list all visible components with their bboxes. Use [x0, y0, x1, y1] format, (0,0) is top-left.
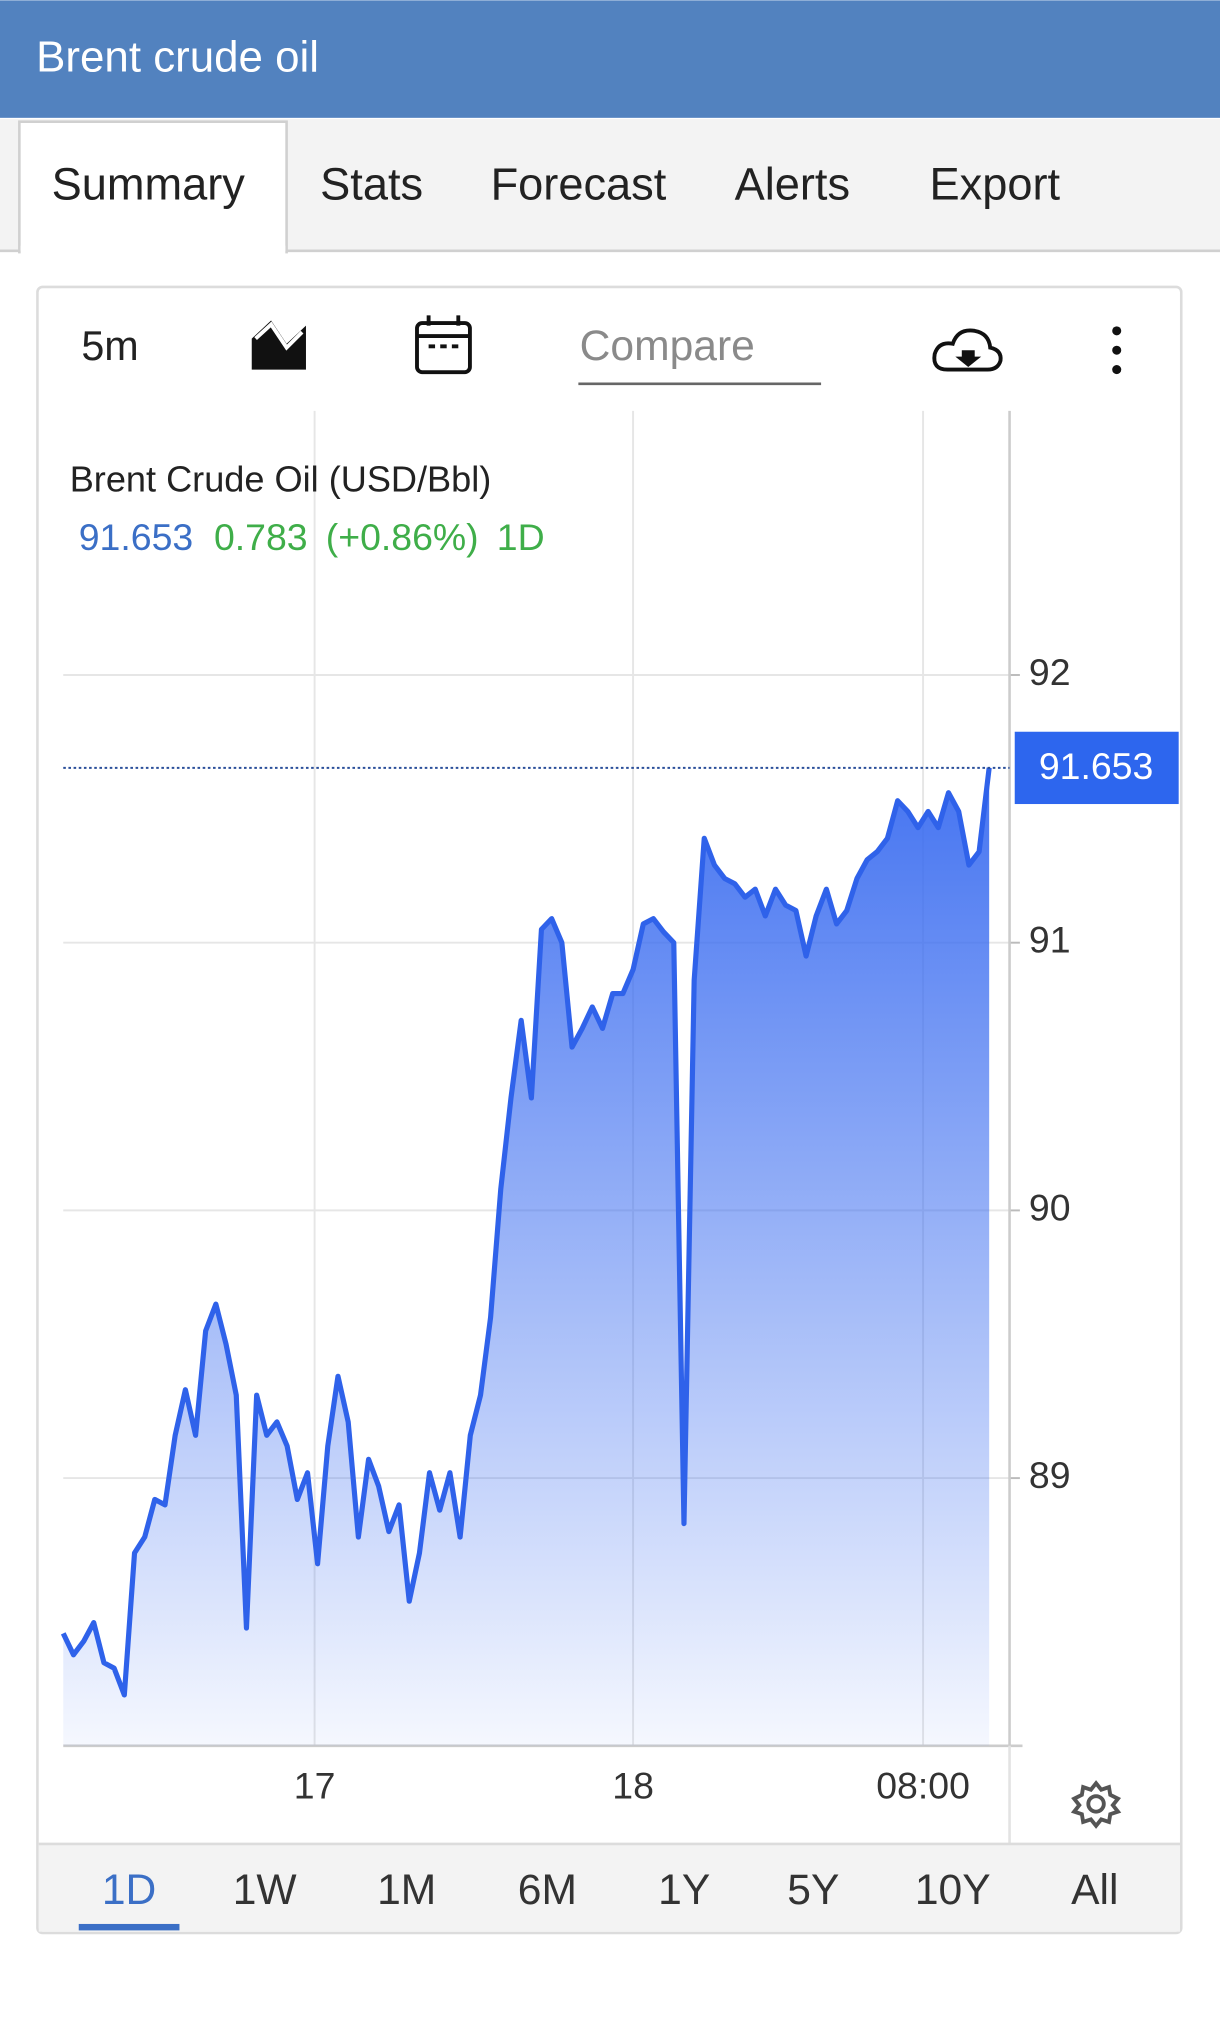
range-button[interactable]: 5Y: [787, 1866, 839, 1914]
range-button[interactable]: All: [1071, 1866, 1118, 1914]
change-period: 1D: [497, 516, 545, 558]
compare-input[interactable]: Compare: [580, 322, 755, 370]
range-button[interactable]: 1Y: [658, 1866, 710, 1914]
last-price-label: 91.653: [1039, 745, 1153, 787]
y-tick-label: 92: [1029, 651, 1071, 693]
range-button[interactable]: 1D: [102, 1866, 156, 1914]
tab[interactable]: Export: [930, 158, 1061, 209]
price-line: [60, 767, 992, 1698]
y-tick-label: 90: [1029, 1186, 1071, 1228]
more-menu[interactable]: [1112, 326, 1122, 375]
settings-icon[interactable]: [1070, 1780, 1122, 1829]
tab[interactable]: Forecast: [491, 158, 667, 209]
tab[interactable]: Alerts: [735, 158, 850, 209]
last-value: 91.653: [79, 516, 193, 558]
range-button[interactable]: 10Y: [915, 1866, 991, 1914]
interval-button[interactable]: 5m: [81, 323, 138, 369]
change: 0.783: [214, 516, 308, 558]
x-tick-label: 08:00: [876, 1764, 970, 1806]
range-selected-indicator: [78, 1923, 180, 1931]
chart-title: Brent Crude Oil (USD/Bbl): [70, 458, 492, 499]
y-tick-label: 91: [1029, 919, 1071, 961]
tab[interactable]: Stats: [320, 158, 423, 209]
range-bar: [38, 1843, 1180, 1932]
active-tab-gap: [20, 245, 286, 256]
active-tab: [18, 120, 288, 254]
area-fill: [63, 767, 990, 1746]
chart-type-icon[interactable]: [251, 320, 306, 370]
range-button[interactable]: 1W: [233, 1866, 298, 1914]
change-percent: (+0.86%): [326, 516, 479, 558]
range-button[interactable]: 6M: [518, 1866, 577, 1914]
y-tick-label: 89: [1029, 1454, 1071, 1496]
download-icon[interactable]: [932, 328, 1003, 372]
header-bar: [0, 0, 1220, 118]
header-title: Brent crude oil: [36, 32, 319, 81]
x-tick-label: 18: [612, 1764, 654, 1806]
x-tick-label: 17: [294, 1764, 336, 1806]
tab[interactable]: Summary: [52, 158, 246, 209]
last-price-tag: [1014, 731, 1179, 805]
range-button[interactable]: 1M: [377, 1866, 436, 1914]
quote-line: 91.653 0.783 (+0.86%) 1D: [79, 516, 545, 558]
calendar-icon[interactable]: [415, 315, 472, 375]
